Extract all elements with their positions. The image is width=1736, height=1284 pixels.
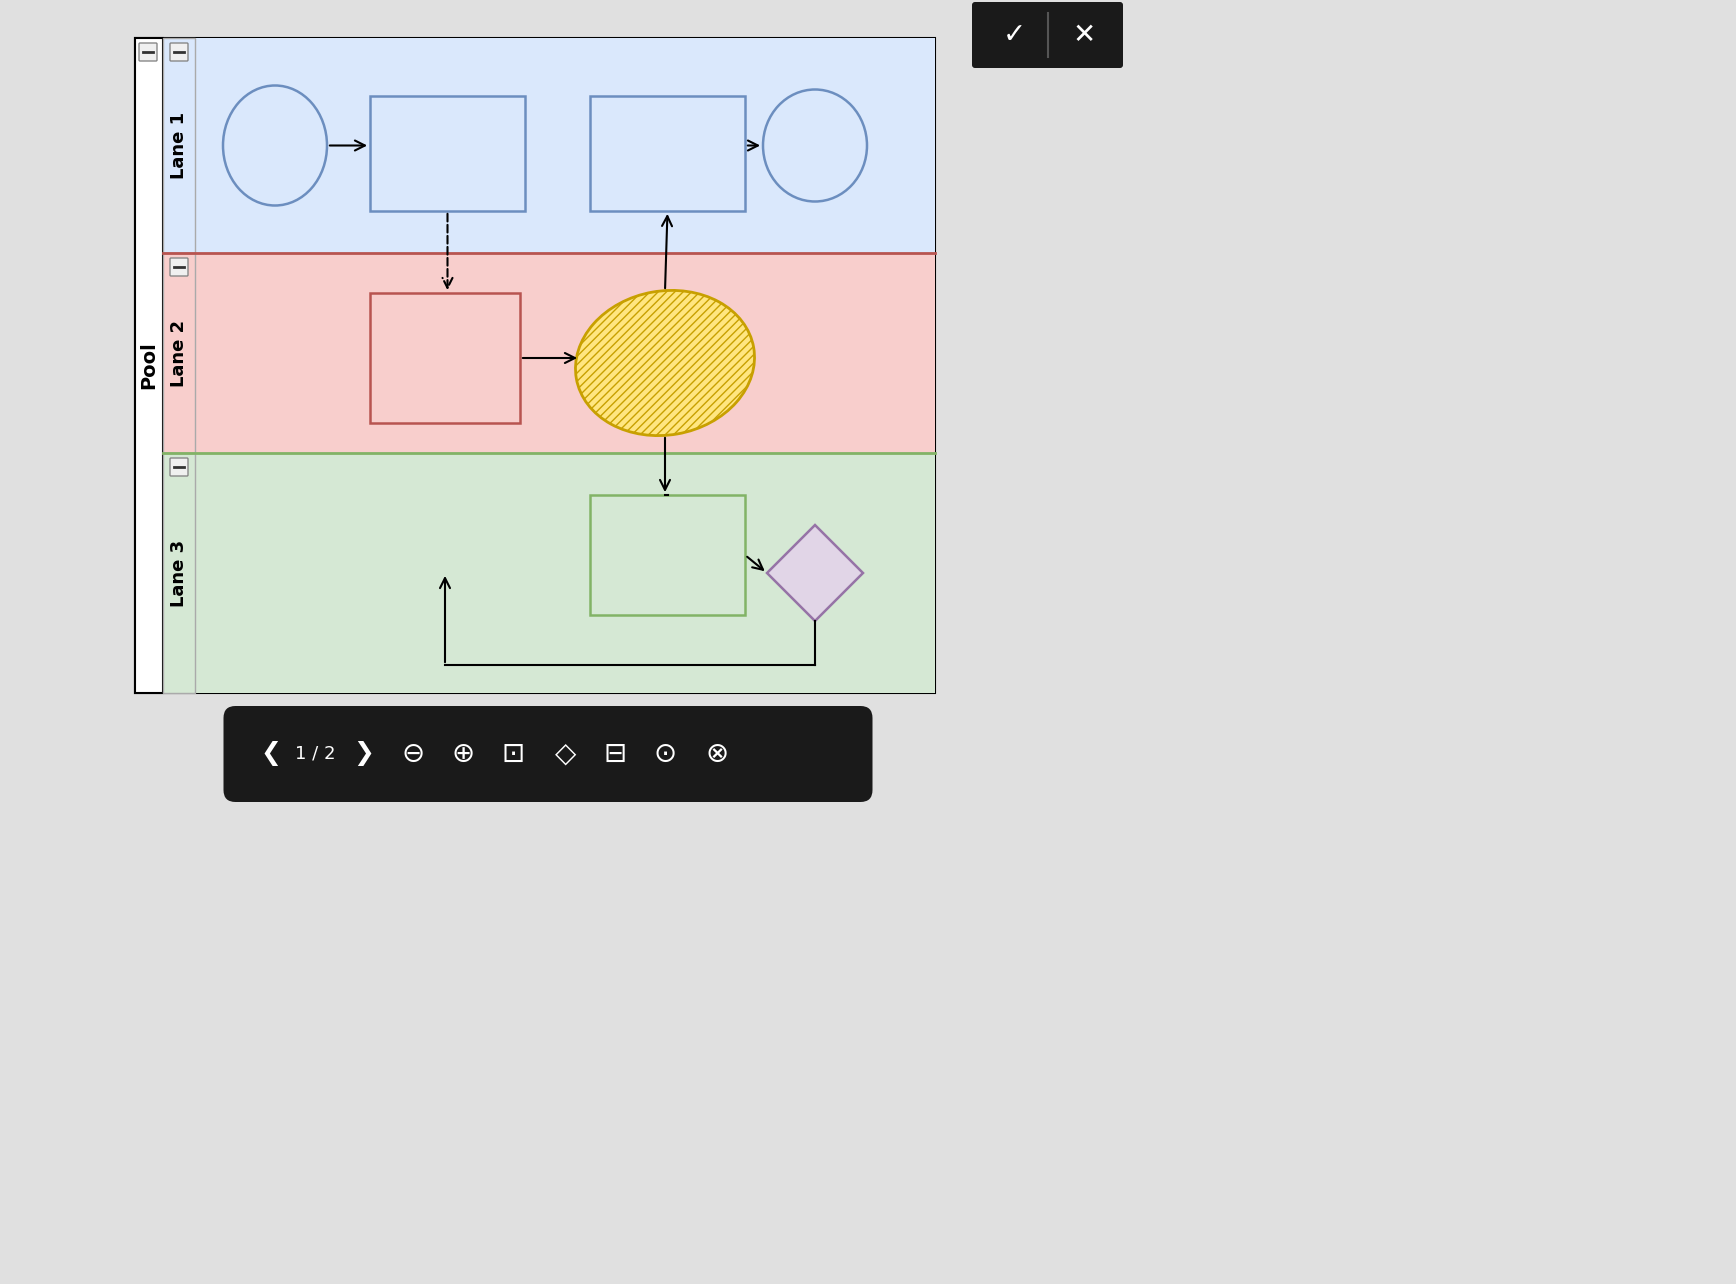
- Bar: [163, 253, 194, 453]
- Text: Lane 2: Lane 2: [170, 320, 187, 386]
- Bar: [163, 39, 194, 253]
- FancyBboxPatch shape: [224, 706, 873, 802]
- Text: ⊖: ⊖: [401, 740, 425, 768]
- Text: Lane 1: Lane 1: [170, 112, 187, 178]
- Ellipse shape: [764, 90, 866, 202]
- FancyBboxPatch shape: [170, 42, 187, 62]
- FancyBboxPatch shape: [170, 458, 187, 476]
- Text: ❯: ❯: [352, 741, 373, 767]
- Text: ⊗: ⊗: [707, 740, 729, 768]
- Ellipse shape: [222, 86, 326, 205]
- Text: Pool: Pool: [139, 342, 158, 389]
- FancyBboxPatch shape: [170, 258, 187, 276]
- Text: ✓: ✓: [1002, 21, 1026, 49]
- Bar: [590, 96, 745, 211]
- Bar: [590, 496, 745, 615]
- Text: ❮: ❮: [260, 741, 281, 767]
- Text: ◇: ◇: [556, 740, 576, 768]
- FancyBboxPatch shape: [972, 3, 1123, 68]
- Bar: [163, 39, 936, 253]
- Text: ⊡: ⊡: [502, 740, 524, 768]
- FancyBboxPatch shape: [139, 42, 156, 62]
- Bar: [163, 253, 936, 453]
- Bar: [370, 293, 521, 422]
- Bar: [163, 453, 194, 693]
- Ellipse shape: [576, 290, 755, 435]
- Text: ✕: ✕: [1073, 21, 1095, 49]
- Bar: [135, 39, 936, 693]
- Text: ⊟: ⊟: [604, 740, 627, 768]
- Text: Lane 3: Lane 3: [170, 539, 187, 606]
- Bar: [135, 39, 163, 693]
- Polygon shape: [767, 525, 863, 621]
- Bar: [163, 453, 936, 693]
- Bar: [370, 96, 524, 211]
- Text: ⊙: ⊙: [654, 740, 677, 768]
- Text: 1 / 2: 1 / 2: [295, 745, 335, 763]
- Text: ⊕: ⊕: [451, 740, 476, 768]
